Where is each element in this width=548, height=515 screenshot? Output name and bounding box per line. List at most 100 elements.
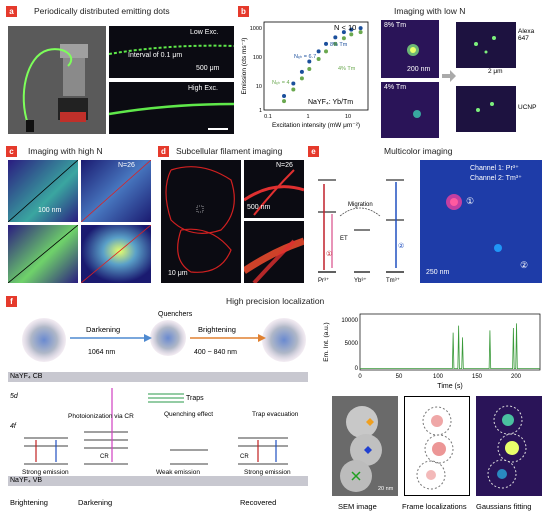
chart-b-annot-8: Nₑₕ = 6.7	[294, 54, 316, 60]
chart-b-xlabel: Excitation intensity (mW μm⁻²)	[272, 122, 360, 129]
f-stage-recovered: Recovered	[240, 498, 277, 507]
inset-8tm-label: 8% Tm	[384, 22, 407, 29]
d-inset-1	[244, 160, 304, 218]
f-sem-label: SEM image	[338, 502, 377, 511]
panel-d-title: Subcellular filament imaging	[176, 146, 283, 156]
volume-alexa	[456, 22, 516, 68]
high-exc-label: High Exc.	[188, 85, 218, 92]
f-strong-2: Strong emission	[244, 469, 291, 476]
c-fit-2	[81, 225, 151, 283]
high-exc-image	[109, 82, 234, 134]
chart-b-xtick-1: 1	[306, 114, 309, 120]
low-exc-image	[109, 26, 234, 78]
chart-b-point-s1-8	[349, 32, 354, 37]
f-quenchers: Quenchers	[158, 311, 193, 318]
trace-ytick-5000: 5000	[345, 341, 359, 347]
f-4f: 4f	[10, 423, 17, 430]
f-photoionization: Photoionization via CR	[68, 413, 134, 420]
chart-b-series-8: 8% Tm	[330, 42, 348, 48]
low-exc-label: Low Exc.	[190, 29, 219, 36]
trace-xtick-100: 100	[433, 374, 444, 380]
arrow-right-icon	[442, 70, 456, 82]
chart-b-host-label: NaYF₄: Yb/Tm	[308, 99, 353, 106]
e-yb-label: Yb³⁺	[354, 277, 367, 284]
chart-b-point-s0-4	[316, 49, 321, 54]
gauss-image	[476, 396, 542, 496]
chart-b-series-4: 4% Tm	[338, 66, 356, 72]
chart-b-xtick-01: 0.1	[264, 114, 272, 120]
f-cr-2: CR	[240, 454, 249, 460]
panel-e-letter: e	[308, 146, 319, 157]
inset-8tm	[381, 20, 439, 78]
chart-b-point-s1-5	[324, 49, 329, 54]
panel-f-letter: f	[6, 296, 17, 307]
chart-b-point-s1-2	[299, 76, 304, 81]
e-ch2: Channel 2: Tm³⁺	[470, 175, 522, 182]
vb-band	[8, 476, 308, 486]
f-wl-1064: 1064 nm	[88, 349, 115, 356]
chart-b-point-s0-0	[282, 94, 287, 99]
f-quenching: Quenching effect	[164, 411, 213, 418]
panel-f-title: High precision localization	[226, 296, 325, 306]
f-brightening-label: Brightening	[198, 325, 236, 334]
inset-scale: 200 nm	[407, 66, 431, 73]
chart-b-point-s1-1	[291, 87, 296, 92]
trace-ytick-10000: 10000	[341, 318, 358, 324]
f-stage-brightening: Brightening	[10, 498, 48, 507]
inset-4tm	[381, 82, 439, 138]
f-5d: 5d	[10, 393, 19, 400]
c-raw-2	[81, 160, 151, 222]
trace-xtick-200: 200	[511, 374, 522, 380]
sem-image	[332, 396, 398, 496]
sem-scale: 20 nm	[378, 486, 394, 492]
frames-image	[404, 396, 470, 496]
chart-b-point-s0-6	[333, 35, 338, 40]
f-cb: NaYF₄ CB	[10, 373, 43, 380]
trace-xtick-0: 0	[358, 374, 362, 380]
e-marker-2: ②	[520, 260, 529, 270]
c-raw-1	[8, 160, 78, 222]
interval-label: Interval of 0.1 μm	[128, 52, 183, 59]
chart-b-point-s0-1	[291, 81, 296, 86]
f-vb: NaYF₄ VB	[10, 477, 43, 484]
energy-diagram-e: Migration ET ① ② Pr³⁺ Yb³⁺ Tm³⁺	[318, 179, 404, 284]
chart-b-point-s1-9	[358, 30, 363, 35]
trace-xtick-150: 150	[472, 374, 483, 380]
panel-a-letter: a	[6, 6, 17, 17]
d-scale-main: 10 μm	[168, 270, 188, 277]
c-n-label: N=26	[118, 162, 135, 169]
panel-e-title: Multicolor imaging	[384, 146, 453, 156]
e-circle-1: ①	[326, 250, 332, 258]
band-diagram-f: 5d 4f Photoionization via CR Traps Quenc…	[10, 388, 299, 476]
panel-c-letter: c	[6, 146, 17, 157]
chart-f-series-line-0	[360, 323, 540, 369]
panel-d-letter: d	[158, 146, 169, 157]
e-migration: Migration	[348, 202, 373, 208]
chart-b-point-s0-5	[324, 41, 329, 46]
e-ch1: Channel 1: Pr³⁺	[470, 165, 519, 172]
chart-b-point-s0-8	[349, 27, 354, 32]
chart-b-ytick-1: 1	[259, 108, 262, 114]
chart-b-point-s1-7	[341, 36, 346, 41]
f-trap-evac: Trap evacuation	[252, 411, 299, 418]
alexa-label: Alexa 647	[518, 28, 535, 42]
ucnp-label: UCNP	[518, 104, 537, 111]
chart-b-ytick-10: 10	[256, 84, 262, 90]
e-et: ET	[340, 236, 348, 242]
chart-b-ytick-1000: 1000	[250, 26, 262, 32]
inset-4tm-label: 4% Tm	[384, 84, 407, 91]
f-cr-1: CR	[100, 454, 109, 460]
cb-band	[8, 372, 308, 382]
d-main-image	[161, 160, 241, 283]
chart-b-point-s0-3	[307, 59, 312, 64]
chart-b-ylabel: Emission (cts ms⁻¹)	[241, 38, 248, 95]
e-marker-1: ①	[466, 196, 475, 206]
chart-f-trace: 10000 5000 0 0 50 100 150 200 Time (s) E…	[323, 313, 541, 390]
trace-xlabel: Time (s)	[437, 383, 462, 390]
trace-ytick-0: 0	[355, 366, 359, 372]
f-gauss-label: Gaussians fitting	[476, 502, 532, 511]
f-stage-darkening: Darkening	[78, 498, 113, 507]
f-frames-label: Frame localizations	[402, 502, 467, 511]
chart-b-point-s1-6	[333, 41, 338, 46]
panel-b-letter: b	[238, 6, 249, 17]
